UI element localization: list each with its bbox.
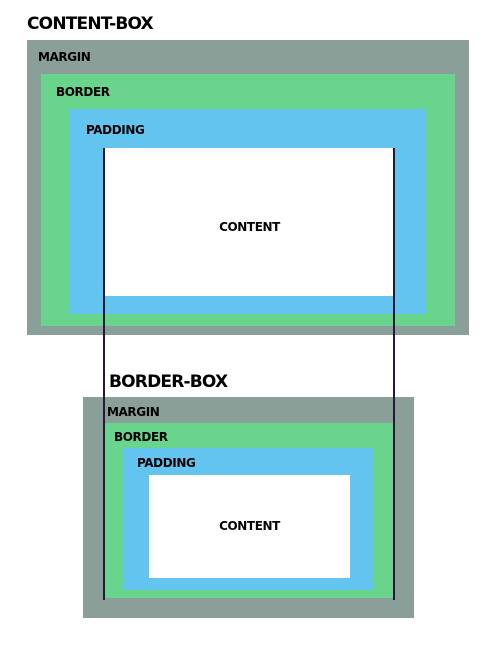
border-box-title: BORDER-BOX bbox=[109, 372, 228, 392]
border-box-margin-label: MARGIN bbox=[107, 405, 160, 419]
border-box-content-area bbox=[149, 475, 350, 578]
right-guide-line bbox=[393, 148, 395, 600]
content-box-margin-label: MARGIN bbox=[38, 50, 91, 64]
left-guide-line bbox=[103, 148, 105, 600]
content-box-content-label: CONTENT bbox=[219, 220, 280, 234]
border-box-content-label: CONTENT bbox=[219, 519, 280, 533]
content-box-title: CONTENT-BOX bbox=[27, 14, 154, 34]
content-box-border-label: BORDER bbox=[56, 85, 110, 99]
content-box-padding-label: PADDING bbox=[86, 123, 145, 137]
border-box-padding-label: PADDING bbox=[137, 456, 196, 470]
content-box-content-area bbox=[104, 148, 395, 296]
border-box-border-label: BORDER bbox=[114, 430, 168, 444]
